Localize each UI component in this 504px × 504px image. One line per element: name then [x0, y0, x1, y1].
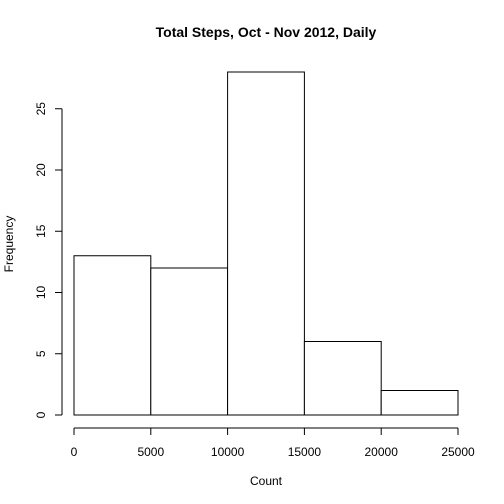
bars-group — [73, 71, 459, 416]
y-tick-label: 20 — [34, 163, 48, 177]
x-axis-label: Count — [250, 474, 283, 488]
histogram-bar-0 — [73, 255, 152, 416]
x-axis: 0 5000 10000 15000 20000 25000 — [71, 427, 475, 459]
histogram-bar-1 — [150, 267, 229, 416]
y-tick-label: 0 — [34, 411, 48, 418]
y-tick-label: 10 — [34, 286, 48, 300]
histogram-bar-2 — [227, 71, 305, 416]
y-tick-label: 5 — [34, 350, 48, 357]
histogram-bar-3 — [303, 341, 382, 416]
y-tick-label: 15 — [34, 224, 48, 238]
x-tick-label: 5000 — [137, 445, 164, 459]
x-tick-label: 20000 — [365, 445, 399, 459]
x-tick-label: 25000 — [441, 445, 475, 459]
chart-title: Total Steps, Oct - Nov 2012, Daily — [156, 24, 377, 40]
y-tick-label: 25 — [34, 102, 48, 116]
x-tick-label: 0 — [71, 445, 78, 459]
histogram-bar-4 — [380, 390, 459, 416]
x-tick-label: 10000 — [211, 445, 245, 459]
y-axis: 0 5 10 15 20 25 — [34, 102, 63, 418]
y-axis-label: Frequency — [2, 216, 16, 273]
x-tick-label: 15000 — [288, 445, 322, 459]
